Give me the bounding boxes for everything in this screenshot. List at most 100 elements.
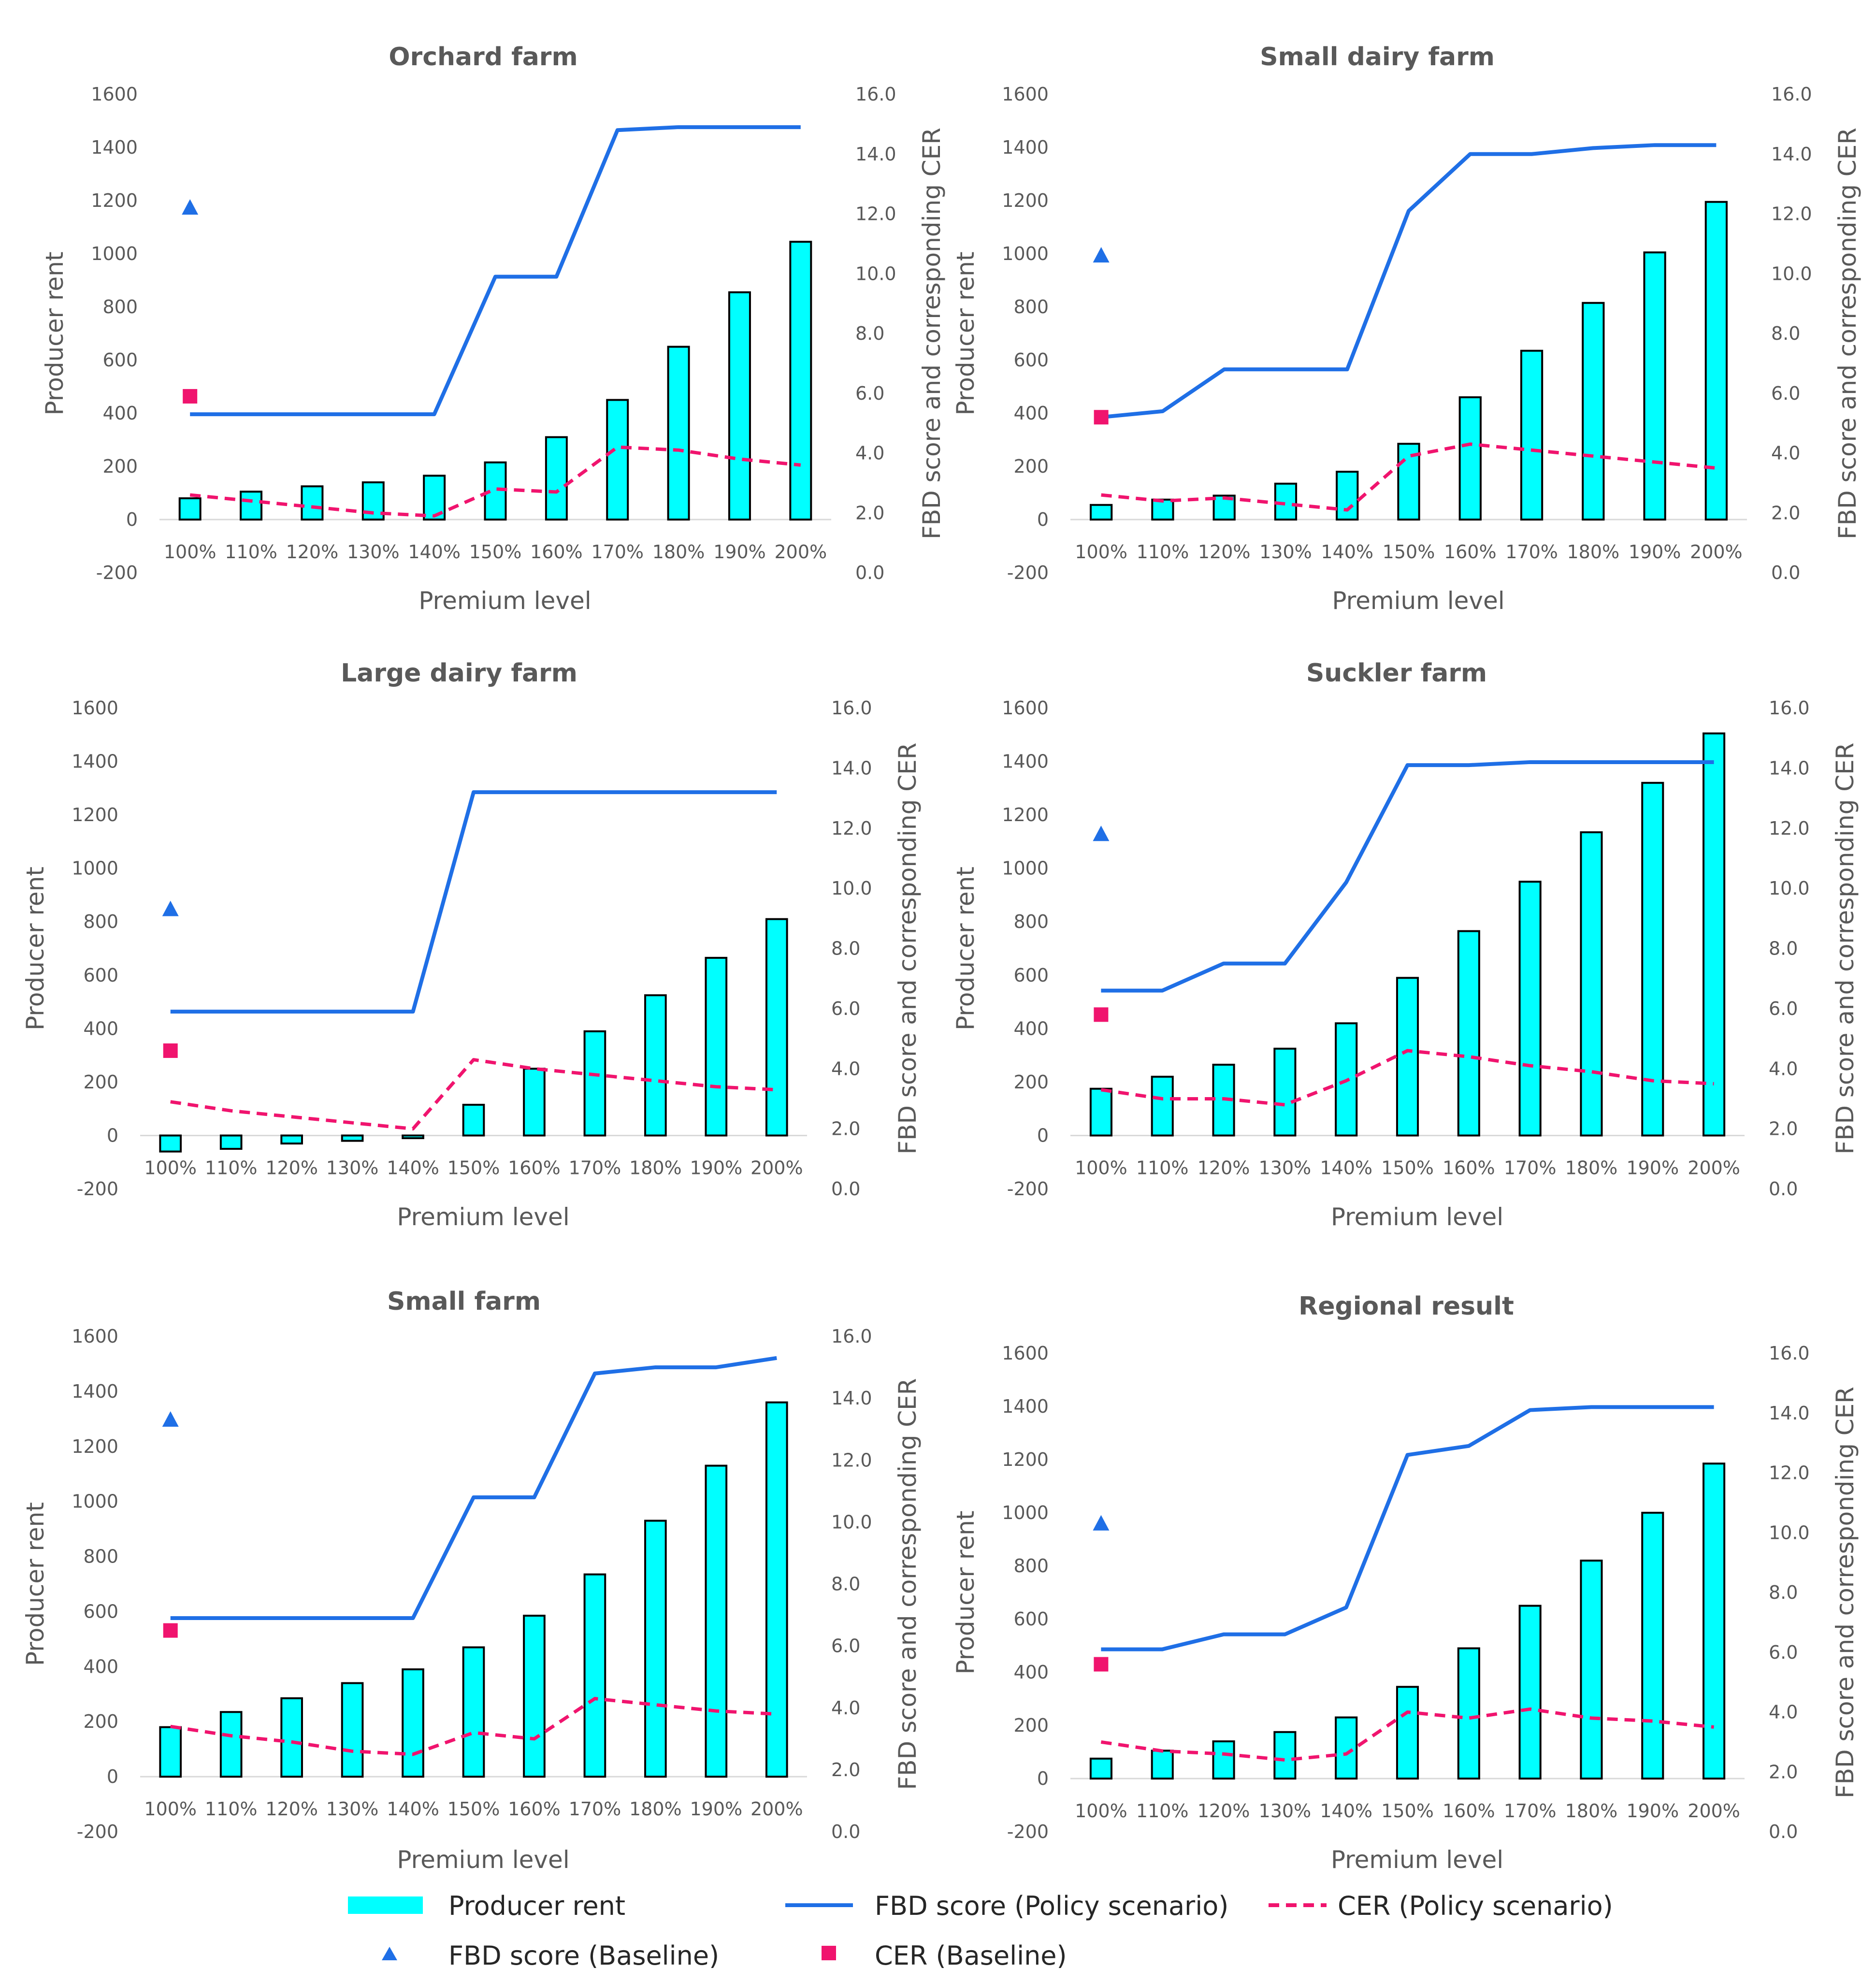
x-tick-label: 160% bbox=[508, 1157, 561, 1178]
producer-rent-bar bbox=[1396, 1686, 1419, 1780]
x-tick-label: 140% bbox=[408, 541, 461, 563]
producer-rent-bar bbox=[523, 1068, 546, 1137]
x-tick-label: 170% bbox=[569, 1157, 621, 1178]
y2-tick-label: 10.0 bbox=[831, 878, 872, 899]
fbd-policy-line bbox=[170, 790, 777, 1014]
y-tick-label: -200 bbox=[1007, 1821, 1049, 1842]
legend-fbd-baseline-icon bbox=[382, 1947, 397, 1960]
y-axis-label: Producer rent bbox=[21, 867, 49, 1030]
x-tick-label: 140% bbox=[1321, 541, 1373, 563]
y-axis-label: Producer rent bbox=[952, 1511, 980, 1675]
producer-rent-bar bbox=[1457, 930, 1480, 1137]
chart-title: Suckler farm bbox=[1306, 659, 1487, 688]
y-tick-label: -200 bbox=[77, 1821, 118, 1842]
x-axis-label: Premium level bbox=[1332, 587, 1504, 615]
producer-rent-bar bbox=[1520, 349, 1544, 521]
x-tick-label: 150% bbox=[1381, 1157, 1434, 1178]
x-tick-label: 130% bbox=[326, 1157, 379, 1178]
y-tick-label: 600 bbox=[102, 349, 138, 371]
x-tick-label: 200% bbox=[1688, 1157, 1740, 1178]
y-tick-label: 1200 bbox=[1002, 804, 1049, 825]
y-axis-label: Producer rent bbox=[21, 1502, 49, 1666]
y2-tick-label: 10.0 bbox=[1769, 878, 1810, 899]
x-tick-label: 140% bbox=[387, 1157, 439, 1178]
producer-rent-bar bbox=[159, 1134, 182, 1153]
y-tick-label: 1400 bbox=[1002, 137, 1049, 158]
y2-tick-label: 12.0 bbox=[1771, 203, 1812, 225]
fbd-baseline-marker bbox=[1093, 247, 1110, 263]
y-tick-label: 1200 bbox=[1002, 190, 1049, 211]
producer-rent-bar bbox=[1518, 1605, 1542, 1780]
y2-tick-label: 4.0 bbox=[1771, 443, 1800, 464]
producer-rent-bar bbox=[1090, 504, 1113, 521]
y-tick-label: 1600 bbox=[72, 697, 118, 719]
y-tick-label: 800 bbox=[102, 296, 138, 318]
y2-tick-label: 6.0 bbox=[831, 998, 860, 1019]
chart-title: Small dairy farm bbox=[1260, 43, 1495, 72]
y2-tick-label: 0.0 bbox=[831, 1821, 860, 1842]
producer-rent-bar bbox=[1704, 201, 1728, 521]
legend-cer-baseline-icon bbox=[822, 1946, 836, 1960]
y2-tick-label: 14.0 bbox=[831, 1388, 872, 1409]
y-tick-label: -200 bbox=[96, 562, 138, 583]
x-tick-label: 160% bbox=[1443, 1157, 1495, 1178]
producer-rent-bar bbox=[765, 1401, 788, 1778]
y2-tick-label: 8.0 bbox=[831, 1574, 860, 1595]
y2-tick-label: 2.0 bbox=[855, 502, 884, 523]
y-tick-label: 600 bbox=[83, 1601, 118, 1622]
cer-baseline-marker bbox=[163, 1623, 178, 1638]
y-axis-label: Producer rent bbox=[952, 252, 980, 416]
x-tick-label: 160% bbox=[1443, 1800, 1495, 1822]
chart-title: Small farm bbox=[387, 1287, 541, 1316]
x-axis-label: Premium level bbox=[397, 1846, 569, 1874]
x-tick-label: 120% bbox=[286, 541, 339, 563]
cer-policy-line bbox=[170, 1058, 777, 1131]
y2-tick-label: 8.0 bbox=[831, 938, 860, 959]
y-tick-label: 1000 bbox=[1002, 858, 1049, 879]
y2-tick-label: 2.0 bbox=[831, 1759, 860, 1780]
y2-tick-label: 4.0 bbox=[1769, 1058, 1798, 1079]
y-tick-label: 1400 bbox=[72, 751, 118, 772]
producer-rent-bar bbox=[1151, 498, 1174, 521]
producer-rent-bar bbox=[240, 491, 263, 521]
y2-tick-label: 2.0 bbox=[1771, 502, 1800, 523]
y-tick-label: 800 bbox=[83, 911, 118, 932]
y-tick-label: 600 bbox=[1013, 965, 1049, 986]
producer-rent-bar bbox=[644, 994, 667, 1137]
chart-small-farm: Small farm 1600 1400 1200 1000 800 600 400 200 0 -… bbox=[21, 1287, 922, 1874]
producer-rent-bar bbox=[1273, 1731, 1297, 1780]
cer-policy-line bbox=[189, 445, 801, 518]
y2-tick-label: 12.0 bbox=[831, 1449, 872, 1471]
y2-tick-label: 10.0 bbox=[1771, 263, 1812, 284]
x-axis-label: Premium level bbox=[397, 1203, 569, 1231]
producer-rent-bar bbox=[545, 436, 568, 521]
y2-tick-label: 4.0 bbox=[855, 443, 884, 464]
y2-tick-label: 2.0 bbox=[1769, 1761, 1798, 1782]
x-tick-label: 120% bbox=[265, 1157, 318, 1178]
y-tick-label: -200 bbox=[77, 1178, 118, 1200]
producer-rent-bar bbox=[1582, 302, 1605, 521]
y-tick-label: 200 bbox=[1013, 1071, 1049, 1093]
y2-tick-label: 16.0 bbox=[855, 84, 896, 105]
producer-rent-bar bbox=[301, 485, 324, 521]
x-tick-label: 200% bbox=[774, 541, 827, 563]
y2-tick-label: 16.0 bbox=[831, 1326, 872, 1347]
producer-rent-bar bbox=[402, 1668, 424, 1778]
fbd-policy-line bbox=[190, 125, 801, 417]
y2-tick-label: 10.0 bbox=[831, 1511, 872, 1533]
y-tick-label: 200 bbox=[83, 1711, 118, 1732]
chart-large-dairy-farm: Large dairy farm 1600 1400 1200 1000 800 600 40… bbox=[21, 659, 922, 1231]
y-tick-label: 1600 bbox=[1002, 697, 1049, 719]
producer-rent-bar bbox=[523, 1614, 546, 1778]
x-tick-label: 130% bbox=[326, 1798, 379, 1820]
y2-tick-label: 14.0 bbox=[831, 757, 872, 779]
y-tick-label: 400 bbox=[102, 403, 138, 424]
producer-rent-bar bbox=[705, 956, 728, 1137]
chart-title: Large dairy farm bbox=[341, 659, 577, 688]
cer-policy-line bbox=[1100, 1049, 1714, 1107]
chart-regional-result: Regional result 1600 1400 1200 1000 800 600 400… bbox=[952, 1292, 1859, 1874]
producer-rent-bar bbox=[341, 1682, 364, 1778]
x-tick-label: 140% bbox=[1320, 1157, 1372, 1178]
y-tick-label: 600 bbox=[1013, 1608, 1049, 1630]
y2-tick-label: 0.0 bbox=[1771, 562, 1800, 583]
